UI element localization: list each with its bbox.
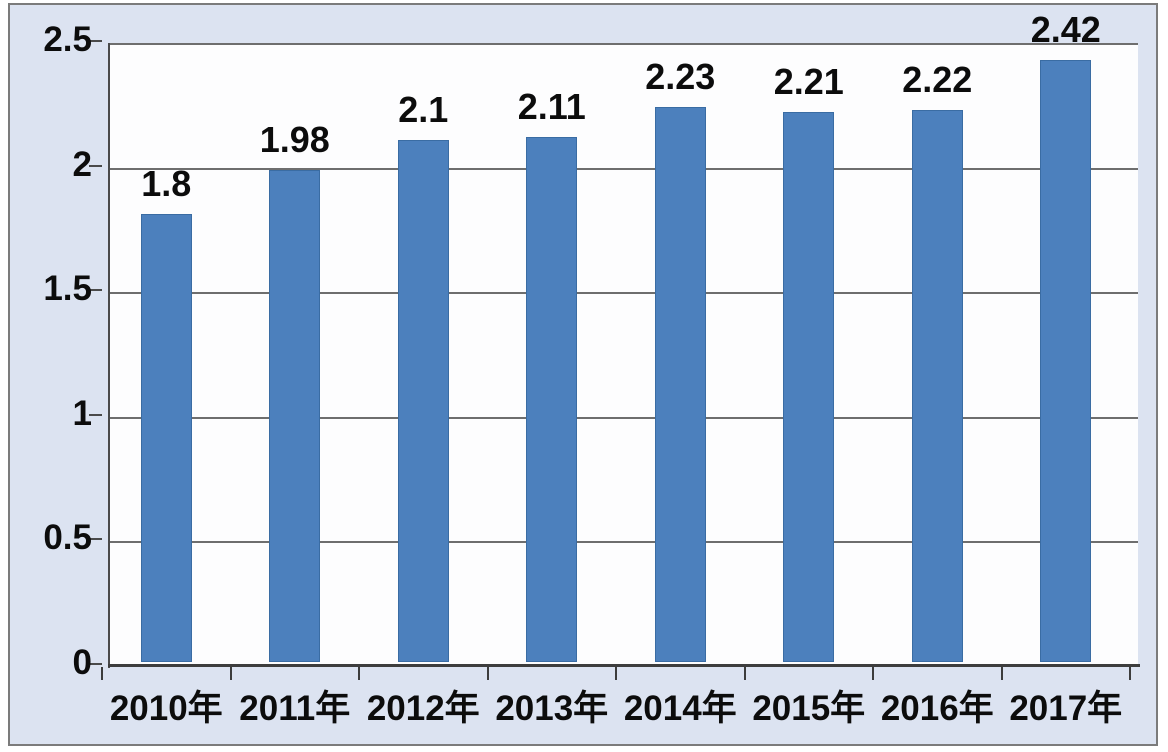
x-axis-label: 2013年 bbox=[495, 689, 609, 728]
x-axis-line bbox=[108, 664, 1140, 667]
y-axis-label: 0.5 bbox=[43, 518, 92, 558]
y-axis-tick bbox=[89, 164, 102, 167]
y-axis-label: 2 bbox=[72, 144, 92, 184]
gridline bbox=[110, 167, 1138, 170]
x-axis-tick bbox=[1129, 667, 1131, 680]
y-axis-line bbox=[108, 43, 110, 668]
y-axis-tick bbox=[89, 663, 102, 665]
bar bbox=[911, 109, 963, 662]
bar-value-label: 1.98 bbox=[259, 118, 330, 160]
x-axis-label: 2016年 bbox=[880, 689, 994, 728]
x-axis-label: 2012年 bbox=[366, 689, 480, 728]
x-axis-tick bbox=[229, 667, 232, 680]
gridline bbox=[110, 292, 1138, 295]
gridline bbox=[110, 416, 1138, 419]
chart-frame: 0 0.5 1 1.5 2 2.5 1.8 2010年 1.98 2011年 2.1 2012年 2.1… bbox=[8, 3, 1158, 746]
bar bbox=[783, 112, 835, 662]
bar-value-label: 2.42 bbox=[1030, 8, 1101, 50]
x-axis-label: 2017年 bbox=[1009, 689, 1123, 728]
x-axis-label: 2010年 bbox=[109, 689, 223, 728]
y-axis-tick bbox=[89, 289, 102, 292]
x-axis-label: 2015年 bbox=[752, 689, 866, 728]
y-axis-label: 1.5 bbox=[43, 269, 92, 309]
bar-value-label: 2.11 bbox=[517, 86, 586, 128]
x-axis-label: 2014年 bbox=[623, 689, 737, 728]
bar-value-label: 2.23 bbox=[645, 56, 716, 98]
y-axis-tick bbox=[89, 413, 102, 416]
bar bbox=[1040, 59, 1092, 662]
bar bbox=[397, 139, 449, 662]
y-axis-tick bbox=[89, 40, 102, 42]
y-axis-label: 2.5 bbox=[43, 20, 92, 59]
bar bbox=[140, 214, 192, 662]
x-axis-tick bbox=[615, 667, 617, 680]
y-axis-label: 0 bbox=[72, 643, 92, 682]
bar-value-label: 2.22 bbox=[902, 58, 973, 100]
x-axis-tick bbox=[743, 667, 746, 680]
gridline bbox=[110, 541, 1138, 544]
y-axis-tick bbox=[89, 538, 102, 541]
x-axis-tick bbox=[872, 667, 874, 680]
x-axis-tick bbox=[358, 667, 360, 680]
bar bbox=[526, 137, 578, 662]
y-axis-label: 1 bbox=[72, 393, 92, 433]
bar bbox=[269, 169, 321, 662]
bar-value-label: 2.21 bbox=[773, 61, 844, 103]
bar-value-label: 2.1 bbox=[398, 88, 449, 130]
x-axis-label: 2011年 bbox=[239, 689, 351, 728]
bar bbox=[654, 107, 706, 662]
x-axis-tick bbox=[1000, 667, 1003, 680]
x-axis-tick bbox=[486, 667, 489, 680]
gridline bbox=[110, 43, 1138, 45]
x-axis-tick bbox=[101, 667, 103, 680]
bar-value-label: 1.8 bbox=[141, 163, 192, 205]
